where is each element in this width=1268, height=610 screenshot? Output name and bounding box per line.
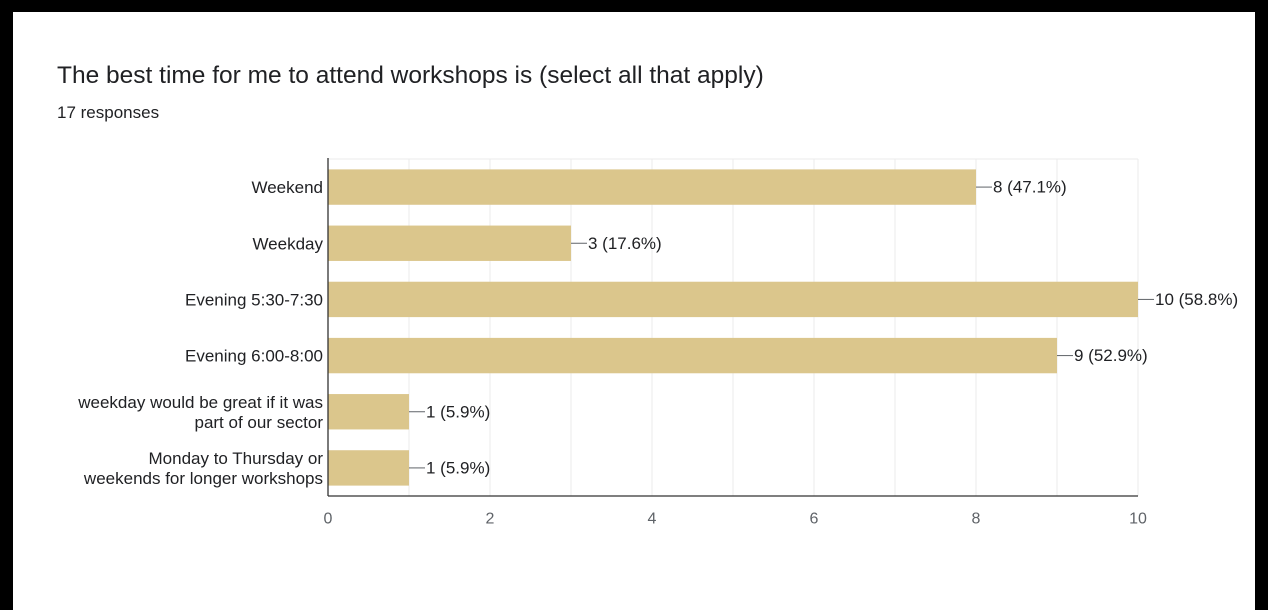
x-tick-label: 10: [1129, 511, 1147, 528]
bar: [328, 337, 1057, 374]
chart-title: The best time for me to attend workshops…: [57, 62, 764, 89]
category-label: Weekend: [251, 178, 323, 197]
category-label: Evening 6:00-8:00: [185, 346, 323, 365]
data-label: 1 (5.9%): [426, 402, 490, 421]
bars: [328, 169, 1138, 486]
gridlines: [328, 158, 1139, 496]
x-tick-label: 6: [810, 511, 819, 528]
data-label: 3 (17.6%): [588, 234, 662, 253]
data-label: 1 (5.9%): [426, 458, 490, 477]
category-label: Monday to Thursday or weekends for longer…: [83, 448, 323, 487]
chart-card: The best time for me to attend workshops…: [13, 12, 1255, 610]
data-label: 8 (47.1%): [993, 178, 1067, 197]
labels: 8 (47.1%) Weekend 3 (17.6%) Weekday 10 (58.8…: [77, 178, 1238, 528]
bar: [328, 225, 571, 261]
x-tick-label: 8: [972, 511, 981, 528]
bar: [328, 450, 409, 486]
axes: [327, 158, 1138, 497]
data-label: 10 (58.8%): [1155, 290, 1238, 309]
x-tick-label: 0: [324, 511, 333, 528]
bar: [328, 394, 409, 430]
category-label: Weekday: [252, 234, 323, 253]
x-tick-label: 2: [486, 511, 495, 528]
data-label: 9 (52.9%): [1074, 346, 1148, 365]
bar-chart: 8 (47.1%) Weekend 3 (17.6%) Weekday 10 (58.8…: [77, 158, 1238, 528]
category-label: weekday would be great if it was part of …: [77, 392, 323, 431]
bar: [328, 169, 976, 205]
x-tick-label: 4: [648, 511, 657, 528]
response-count: 17 responses: [57, 103, 160, 122]
bar: [328, 281, 1138, 318]
category-label: Evening 5:30-7:30: [185, 290, 323, 309]
